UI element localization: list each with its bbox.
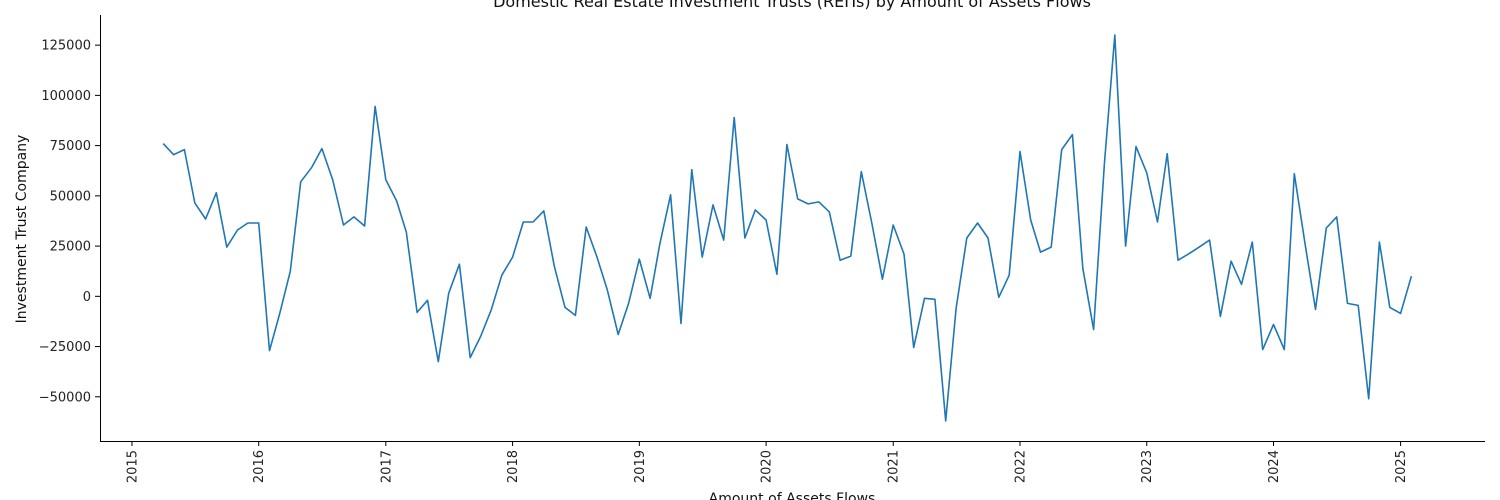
y-tick-label: 25000 [50,240,91,255]
y-tick-label: −50000 [39,390,91,405]
y-tick-label: 50000 [50,189,91,204]
x-axis-ticks: 2015 2016 2017 2018 2019 2020 2021 2022 2023 2024… [125,441,1409,483]
x-tick-label: 2019 [633,450,648,483]
series-line [162,34,1413,422]
x-tick-label: 2021 [887,450,902,483]
y-tick-label: −25000 [39,340,91,355]
x-axis-title: Amount of Assets Flows [709,491,876,500]
x-tick-label: 2018 [506,450,521,483]
y-axis-ticks: −50000 −25000 0 25000 50000 75000 100000 125000 [39,39,100,405]
y-tick-label: 75000 [50,139,91,154]
x-tick-label: 2025 [1394,450,1409,483]
y-axis-title: Investment Trust Company [14,135,30,324]
y-tick-label: 0 [83,290,91,305]
x-tick-label: 2022 [1013,450,1028,483]
x-tick-label: 2017 [379,450,394,483]
x-tick-label: 2023 [1140,450,1155,483]
x-tick-label: 2015 [125,450,140,483]
x-tick-label: 2024 [1267,450,1282,483]
chart-title: Domestic Real Estate Investment Trusts (… [493,0,1091,11]
x-tick-label: 2020 [760,450,775,483]
y-tick-label: 125000 [41,39,91,54]
x-tick-label: 2016 [252,450,267,483]
y-tick-label: 100000 [41,89,91,104]
